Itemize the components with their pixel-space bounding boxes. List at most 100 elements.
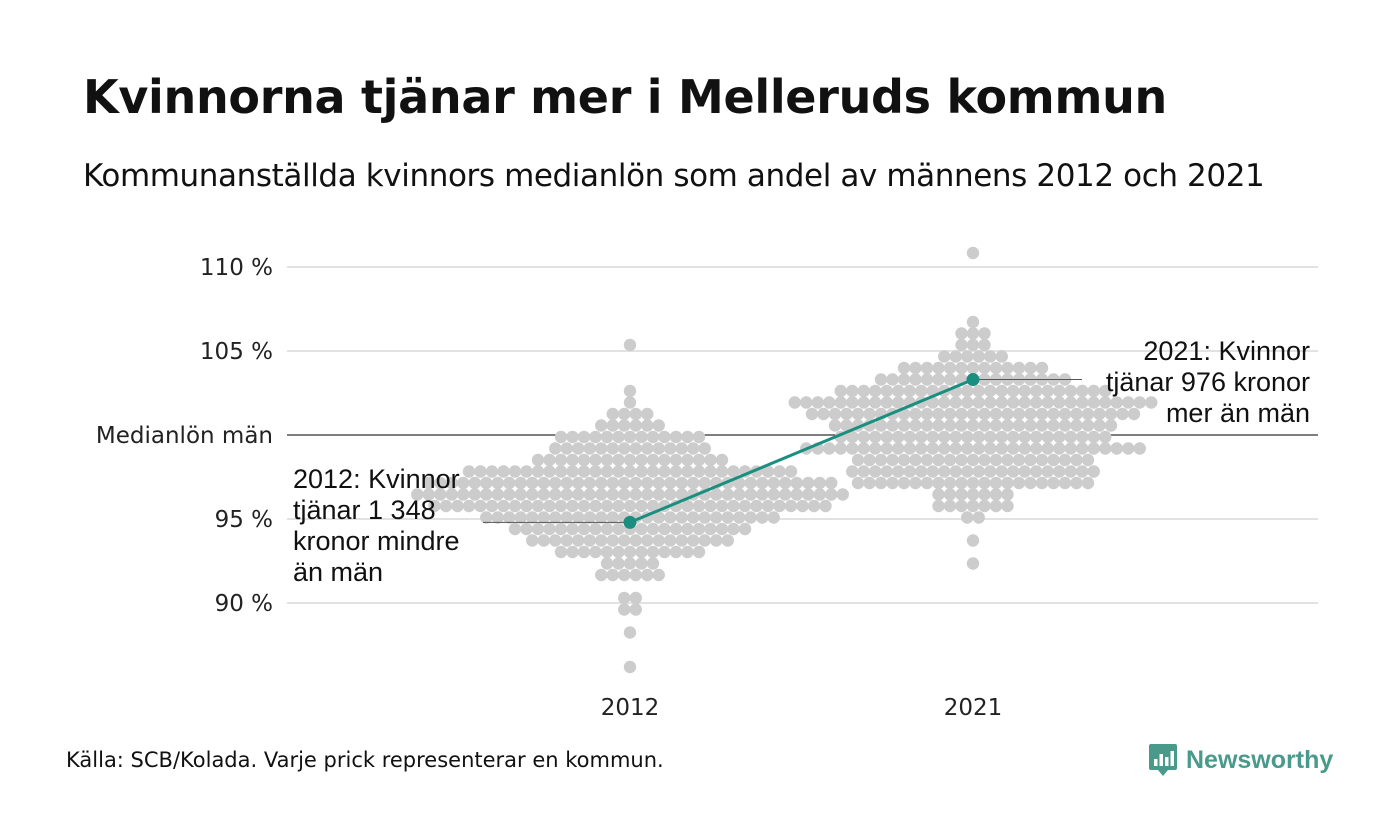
municipality-dot — [915, 465, 928, 478]
municipality-dot — [664, 476, 677, 490]
municipality-dot — [641, 568, 654, 582]
municipality-dot — [903, 430, 916, 444]
municipality-dot — [1041, 430, 1054, 444]
municipality-dot — [961, 430, 974, 444]
municipality-dot — [589, 499, 602, 513]
municipality-dot — [961, 442, 974, 455]
municipality-dot — [863, 476, 876, 490]
municipality-dot — [692, 499, 706, 513]
municipality-dot — [989, 476, 1003, 490]
municipality-dot — [675, 534, 688, 547]
municipality-dot — [566, 499, 579, 513]
municipality-dot — [834, 442, 847, 455]
municipality-dot — [652, 419, 665, 432]
municipality-dot — [857, 430, 870, 444]
municipality-dot — [543, 453, 556, 467]
municipality-dot — [926, 442, 939, 455]
municipality-dot — [583, 476, 596, 490]
municipality-dot — [1030, 384, 1043, 398]
municipality-dot — [869, 442, 882, 455]
municipality-dot — [675, 442, 688, 455]
municipality-dot — [635, 557, 648, 570]
municipality-dot — [984, 384, 997, 398]
municipality-dot — [698, 476, 711, 490]
municipality-dot — [1035, 476, 1049, 490]
municipality-dot — [549, 534, 562, 547]
municipality-dot — [641, 419, 654, 432]
municipality-dot — [1024, 453, 1037, 467]
municipality-dot — [874, 453, 888, 467]
municipality-dot — [606, 568, 619, 582]
municipality-dot — [978, 338, 991, 352]
municipality-dot — [1053, 442, 1066, 455]
municipality-dot — [1053, 384, 1066, 398]
municipality-dot — [897, 476, 911, 490]
municipality-dot — [623, 465, 637, 478]
municipality-dot — [897, 453, 911, 467]
municipality-dot — [658, 465, 671, 478]
municipality-dot — [800, 396, 813, 409]
municipality-dot — [710, 511, 723, 524]
municipality-dot — [434, 476, 447, 490]
municipality-dot — [1087, 430, 1100, 444]
municipality-dot — [669, 453, 683, 467]
newsworthy-logo: Newsworthy — [1148, 742, 1333, 778]
municipality-dot — [629, 591, 642, 605]
municipality-dot — [788, 396, 801, 409]
municipality-dot — [692, 545, 706, 559]
municipality-dot — [892, 396, 905, 409]
municipality-dot — [583, 442, 596, 455]
municipality-dot — [646, 499, 660, 513]
municipality-dot — [698, 442, 711, 455]
municipality-dot — [520, 465, 533, 478]
municipality-dot — [623, 626, 637, 639]
municipality-dot — [943, 407, 957, 421]
annotation-label: tjänar 1 348 — [293, 495, 436, 525]
municipality-dot — [503, 488, 516, 501]
municipality-dot — [566, 522, 579, 536]
municipality-dot — [566, 465, 579, 478]
municipality-dot — [784, 499, 798, 513]
municipality-dot — [623, 396, 637, 409]
municipality-dot — [485, 465, 499, 478]
municipality-dot — [943, 476, 957, 490]
highlight-line — [629, 378, 974, 524]
municipality-dot — [1012, 407, 1026, 421]
municipality-dot — [641, 488, 654, 501]
municipality-dot — [909, 361, 922, 375]
municipality-dot — [955, 499, 968, 513]
municipality-dot — [909, 407, 922, 421]
municipality-dot — [984, 350, 997, 363]
municipality-dot — [733, 488, 746, 501]
municipality-dot — [834, 384, 847, 398]
municipality-dot — [641, 442, 654, 455]
municipality-dot — [503, 511, 516, 524]
municipality-dot — [1047, 419, 1060, 432]
municipality-dot — [618, 419, 631, 432]
municipality-dot — [756, 488, 769, 501]
municipality-dot — [943, 361, 957, 375]
municipality-dot — [618, 476, 631, 490]
municipality-dot — [508, 465, 522, 478]
municipality-dot — [1081, 476, 1095, 490]
municipality-dot — [681, 522, 694, 536]
municipality-dot — [949, 396, 962, 409]
municipality-dot — [920, 419, 934, 432]
municipality-dot — [984, 442, 997, 455]
municipality-dot — [1012, 476, 1026, 490]
municipality-dot — [949, 465, 962, 478]
municipality-dot — [767, 476, 780, 490]
municipality-dot — [984, 465, 997, 478]
municipality-dot — [692, 522, 706, 536]
municipality-dot — [920, 453, 934, 467]
municipality-dot — [629, 407, 642, 421]
municipality-dot — [869, 396, 882, 409]
municipality-dot — [961, 465, 974, 478]
municipality-dot — [629, 568, 642, 582]
municipality-dot — [836, 488, 849, 501]
municipality-dot — [612, 522, 625, 536]
municipality-dot — [658, 545, 671, 559]
municipality-dot — [531, 453, 545, 467]
municipality-dot — [669, 522, 683, 536]
municipality-dot — [995, 465, 1008, 478]
